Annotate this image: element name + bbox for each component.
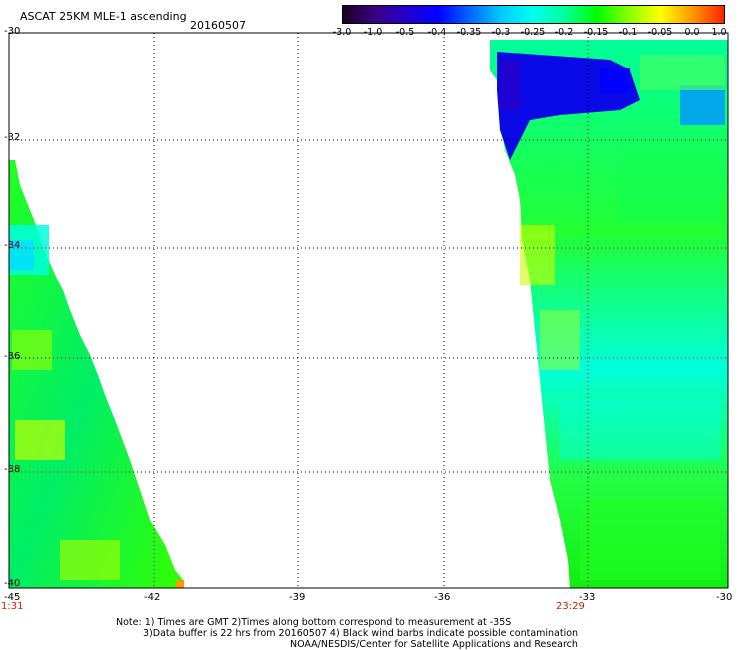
left-swath — [9, 160, 184, 588]
plot-frame — [8, 32, 729, 589]
right-swath — [490, 40, 728, 588]
grid-lines — [9, 33, 728, 588]
lat-label: -34 — [4, 240, 21, 251]
lat-label: -38 — [4, 464, 21, 475]
map-title: ASCAT 25KM MLE-1 ascending — [20, 10, 187, 23]
colorbar — [342, 5, 725, 24]
note-line-2: 3)Data buffer is 22 hrs from 20160507 4)… — [143, 628, 579, 639]
lon-label: -36 — [434, 592, 451, 603]
time-label-right: 23:29 — [556, 601, 585, 612]
map-date: 20160507 — [190, 19, 246, 32]
lat-label: -36 — [4, 351, 21, 362]
lon-label: -30 — [716, 592, 733, 603]
time-label-left: 1:31 — [1, 601, 24, 612]
lon-label: -39 — [289, 592, 306, 603]
lat-label: -40 — [4, 578, 21, 589]
lat-label: -32 — [4, 132, 21, 143]
note-line-1: Note: 1) Times are GMT 2)Times along bot… — [116, 617, 512, 628]
lon-label: -45 — [4, 592, 21, 603]
colorbar-gradient — [343, 6, 724, 23]
lon-label: -42 — [144, 592, 161, 603]
lat-label: -30 — [4, 26, 21, 37]
lon-label: -33 — [579, 592, 596, 603]
note-line-3: NOAA/NESDIS/Center for Satellite Applica… — [290, 639, 578, 650]
